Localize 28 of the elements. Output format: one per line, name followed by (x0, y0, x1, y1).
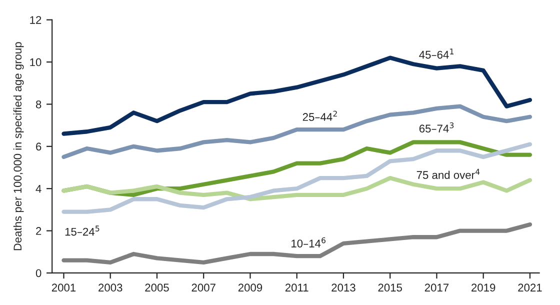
x-tick-label: 2007 (192, 284, 216, 292)
y-tick-label: 8 (36, 100, 42, 108)
x-tick-label: 2001 (52, 284, 76, 292)
y-tick-label: 4 (36, 184, 42, 193)
y-axis-title: Deaths per 100,000 in specified age group (13, 42, 24, 250)
x-tick-label: 2011 (285, 284, 308, 292)
series-label: 10–14$^{6}$ (292, 237, 326, 248)
x-tick-label: 2003 (98, 284, 122, 292)
x-tick-label: 2021 (518, 284, 542, 292)
x-tick-label: 2013 (332, 284, 356, 292)
series-label: 45–64$^{1}$ (419, 48, 454, 59)
series-label: 15–24$^{5}$ (65, 226, 100, 236)
y-tick-label: 10 (30, 58, 42, 66)
y-tick-label: 6 (36, 142, 42, 151)
x-tick-label: 2015 (378, 284, 402, 292)
line-series (62, 142, 532, 214)
line-series (62, 222, 532, 265)
x-tick-label: 2005 (145, 284, 169, 292)
series-label: 25–44$^{2}$ (302, 110, 337, 121)
y-tick-label: 12 (30, 16, 42, 24)
x-tick-label: 2017 (424, 284, 449, 292)
y-tick-label: 2 (36, 227, 42, 235)
line-series (62, 104, 532, 160)
x-tick-label: 2019 (472, 284, 496, 292)
series-label: 65–74$^{3}$ (419, 122, 454, 133)
series-label: 75 and over$^{4}$ (416, 168, 480, 179)
y-tick-label: 0 (36, 269, 42, 278)
x-tick-label: 2009 (238, 284, 262, 292)
